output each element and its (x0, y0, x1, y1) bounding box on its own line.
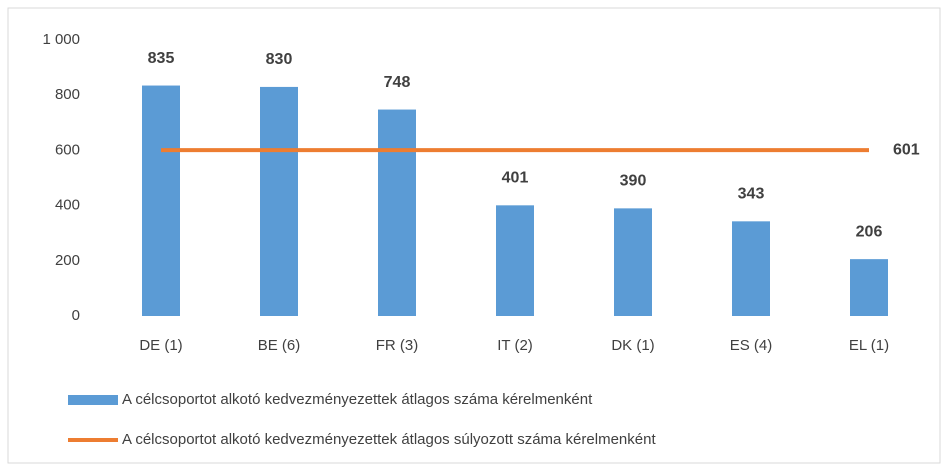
bar (614, 208, 652, 316)
y-tick-label: 400 (55, 197, 80, 214)
data-label: 830 (266, 51, 293, 68)
x-tick-label: IT (2) (497, 337, 533, 354)
y-tick-label: 0 (72, 307, 80, 324)
data-label: 401 (502, 170, 529, 187)
x-tick-label: EL (1) (849, 337, 889, 354)
legend-label: A célcsoportot alkotó kedvezményezettek … (122, 391, 593, 408)
y-tick-label: 800 (55, 86, 80, 103)
bar (378, 109, 416, 316)
y-tick-label: 200 (55, 252, 80, 269)
data-label: 601 (893, 141, 920, 158)
x-tick-label: BE (6) (258, 337, 301, 354)
x-tick-label: DE (1) (139, 337, 182, 354)
data-label: 748 (384, 74, 411, 91)
bar (850, 259, 888, 316)
bar (732, 221, 770, 316)
legend-swatch (68, 395, 118, 405)
x-tick-label: FR (3) (376, 337, 419, 354)
x-tick-label: DK (1) (611, 337, 654, 354)
y-tick-label: 1 000 (42, 31, 80, 48)
data-label: 206 (856, 223, 883, 240)
bar (142, 85, 180, 316)
data-label: 390 (620, 173, 647, 190)
x-tick-label: ES (4) (730, 337, 773, 354)
bar (260, 86, 298, 316)
legend-label: A célcsoportot alkotó kedvezményezettek … (122, 431, 656, 448)
bar (496, 205, 534, 316)
data-label: 343 (738, 186, 765, 203)
y-tick-label: 600 (55, 141, 80, 158)
data-label: 835 (148, 50, 175, 67)
